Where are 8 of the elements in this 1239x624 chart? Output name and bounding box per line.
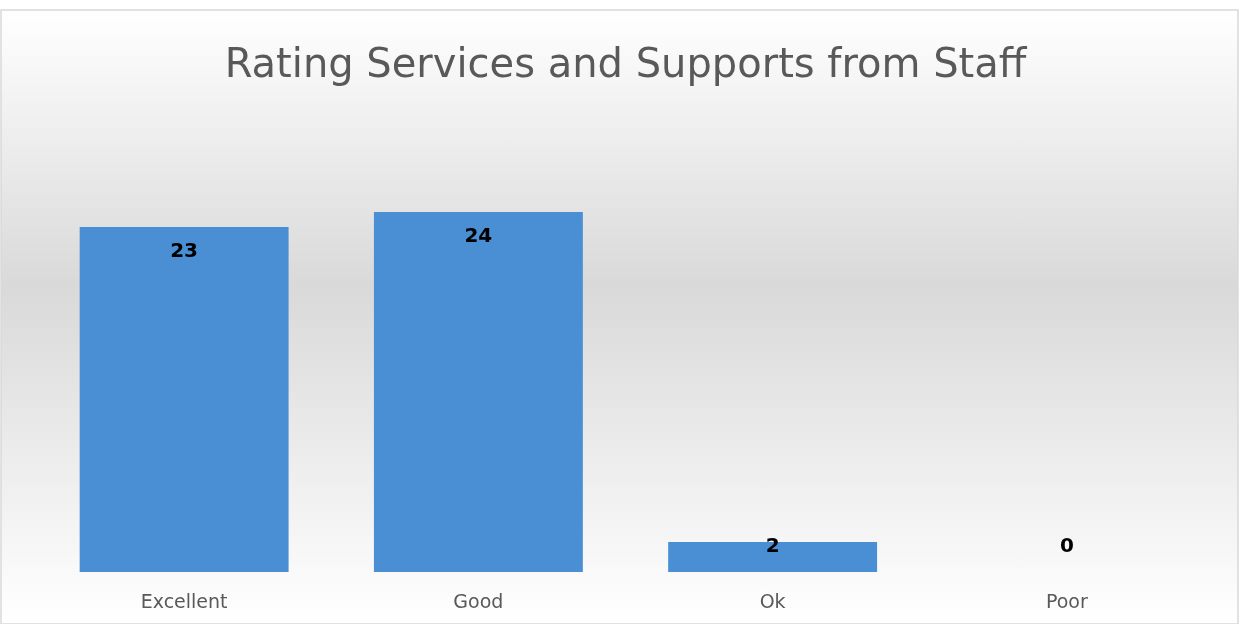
data-label: 23 — [170, 238, 199, 262]
data-label: 0 — [1059, 533, 1074, 557]
x-tick-label: Ok — [759, 590, 786, 612]
x-tick-label: Good — [453, 590, 504, 612]
x-tick-label: Poor — [1045, 590, 1088, 612]
chart-title: Rating Services and Supports from Staff — [224, 40, 1028, 86]
x-tick-label: Excellent — [140, 590, 228, 612]
data-label: 24 — [464, 223, 493, 247]
